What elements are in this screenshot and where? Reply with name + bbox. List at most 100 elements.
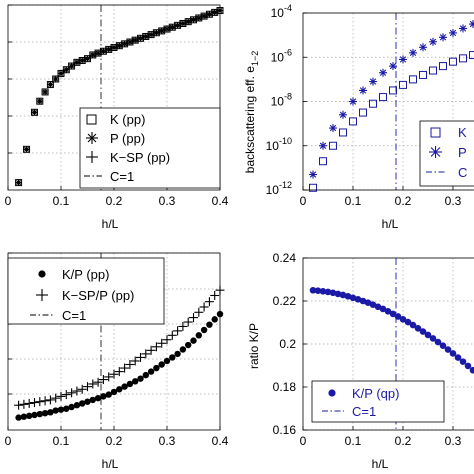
- asterisk-stroke: [439, 34, 447, 41]
- legend-marker-plus: [36, 289, 48, 301]
- legend-label-kp: K/P (pp): [62, 267, 109, 282]
- marker-dot: [52, 407, 59, 414]
- asterisk-stroke: [389, 62, 397, 70]
- marker-plus: [93, 377, 103, 387]
- legend-box: [311, 380, 445, 423]
- marker-dot: [47, 409, 54, 416]
- marker-dot: [309, 286, 317, 294]
- marker-asterisk: [379, 68, 387, 77]
- marker-square: [369, 99, 377, 108]
- marker-dot: [174, 350, 181, 358]
- marker-asterisk: [439, 33, 447, 42]
- marker-dot: [200, 326, 208, 334]
- asterisk-stroke: [429, 38, 437, 45]
- marker-dot: [31, 411, 38, 419]
- x-tick-label: 0.4: [212, 434, 229, 448]
- marker-asterisk: [419, 43, 427, 52]
- marker-dot: [369, 301, 377, 308]
- marker-dot: [384, 308, 392, 315]
- marker-asterisk: [399, 55, 407, 64]
- marker-plus: [120, 363, 130, 373]
- marker-plus: [98, 375, 108, 385]
- marker-plus: [183, 317, 193, 327]
- marker-square: [409, 75, 417, 84]
- marker-plus: [63, 66, 70, 73]
- marker-dot: [329, 289, 337, 297]
- marker-dot: [169, 354, 176, 361]
- legend-marker-square: [86, 114, 97, 125]
- marker-asterisk: [339, 110, 347, 119]
- marker-plus: [104, 372, 114, 382]
- asterisk-stroke: [319, 142, 327, 149]
- plot-frame: [302, 12, 474, 191]
- marker-dot: [57, 406, 65, 413]
- y-tick-label: 10-4: [271, 3, 292, 20]
- marker-dot: [153, 364, 160, 372]
- marker-plus: [83, 382, 92, 392]
- marker-dot: [137, 375, 144, 382]
- marker-asterisk: [349, 97, 357, 106]
- asterisk-stroke: [469, 22, 474, 28]
- marker-dot: [41, 409, 49, 417]
- marker-dot: [354, 295, 362, 303]
- y-tick-label: 0.16: [273, 423, 297, 437]
- y-tick-label: 10-10: [266, 136, 292, 153]
- marker-dot: [349, 294, 357, 302]
- marker-square: [389, 86, 397, 95]
- y-tick-label: 10-6: [271, 47, 292, 64]
- legend-marker-dot: [328, 389, 336, 397]
- panel-top-left: 0 0.1 0.2 0.3 0.4 h/L K (pp) P (pp) K−SP (pp…: [5, 4, 229, 231]
- legend-box: [79, 107, 221, 189]
- marker-plus: [88, 379, 98, 389]
- marker-dot: [147, 368, 155, 375]
- y-tick-label: 0.2: [279, 337, 296, 351]
- x-tick-label: 0: [5, 434, 12, 448]
- legend-label-c: C: [458, 165, 467, 180]
- asterisk-stroke: [369, 78, 377, 85]
- marker-dot: [73, 402, 81, 409]
- marker-dot: [419, 328, 427, 335]
- marker-plus: [189, 313, 198, 323]
- marker-dot: [68, 403, 75, 411]
- marker-dot: [324, 288, 332, 296]
- y-tick-label: 0.22: [273, 294, 297, 308]
- asterisk-stroke: [339, 111, 347, 118]
- marker-plus: [210, 290, 220, 300]
- marker-dot: [424, 331, 432, 339]
- marker-plus: [84, 55, 91, 62]
- y-tick-exponent: -4: [284, 3, 292, 13]
- marker-asterisk: [389, 62, 397, 71]
- marker-plus: [136, 352, 145, 362]
- x-tick-label: 0.2: [106, 434, 123, 448]
- x-tick-label: 0: [5, 194, 12, 208]
- marker-dot: [20, 413, 28, 420]
- marker-asterisk: [429, 37, 437, 46]
- asterisk-stroke: [359, 87, 367, 94]
- marker-dot: [344, 292, 352, 300]
- plot-frame: [302, 257, 474, 431]
- marker-dot: [105, 391, 112, 398]
- marker-dot: [379, 305, 387, 313]
- x-tick-label: 0.1: [345, 434, 362, 448]
- y-tick-base: 10: [271, 50, 285, 64]
- marker-plus: [130, 356, 140, 366]
- y-tick-exponent: -8: [284, 92, 292, 102]
- marker-square: [359, 108, 367, 117]
- marker-asterisk: [449, 28, 457, 37]
- legend-label-p: P: [458, 145, 467, 160]
- marker-dot: [314, 287, 322, 294]
- panel-bottom-left: 0 0.1 0.2 0.3 0.4 h/L K/P (pp) K−SP/P (pp) C…: [5, 252, 229, 471]
- legend-marker-asterisk: [429, 146, 442, 158]
- marker-asterisk: [329, 124, 337, 133]
- asterisk-stroke: [309, 171, 317, 178]
- legend: K/P (pp) K−SP/P (pp) C=1: [7, 257, 165, 325]
- x-tick-label: 0.2: [106, 194, 123, 208]
- marker-dot: [429, 335, 437, 342]
- marker-square: [329, 141, 337, 150]
- asterisk-stroke: [459, 25, 467, 32]
- marker-dot: [100, 393, 107, 400]
- asterisk-stroke: [409, 49, 417, 57]
- marker-plus: [58, 70, 64, 77]
- marker-dot: [142, 371, 149, 379]
